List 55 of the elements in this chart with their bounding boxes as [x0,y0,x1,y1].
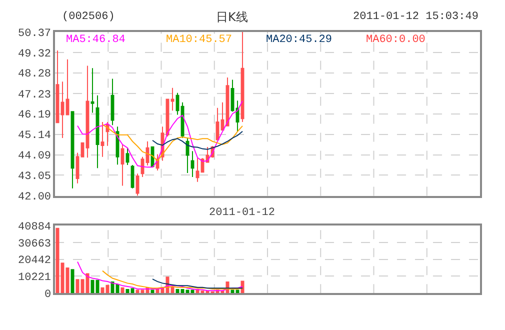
candlestick [110,78,114,126]
candlestick [96,94,100,169]
text: MA60:0.00 [366,34,426,46]
y-tick-label: 42.00 [18,192,52,204]
y-tick-label: 10221 [18,272,52,284]
y-tick-label: 0 [44,288,52,301]
candlestick [136,173,140,196]
y-tick-label: 45.14 [18,130,52,142]
bar [240,280,244,294]
candlestick [236,100,240,132]
candlestick [56,50,60,124]
line-series [77,261,243,292]
y-tick-label: 48.28 [18,68,52,81]
candlestick [76,152,80,184]
text: 2011-01-12 15:03:49 [353,11,478,23]
candlestick [90,68,94,114]
line-series [152,278,243,289]
y-tick-label: 30663 [18,238,52,250]
candlestick [100,121,104,158]
bar [70,269,74,294]
y-tick-label: 44.09 [18,150,52,163]
bar [120,287,124,294]
candlestick [190,150,194,178]
candlestick [176,92,180,116]
candlestick [86,65,90,158]
y-tick-label: 40884 [18,221,52,234]
line-series [152,130,243,150]
y-tick-label: 46.19 [18,110,52,122]
candlestick [240,32,244,122]
text: MA10:45.57 [166,34,232,46]
y-tick-label: 47.23 [18,89,52,102]
candlestick [196,158,200,182]
y-tick-label: 43.05 [18,171,52,184]
chart-title: 日K线 [216,10,248,24]
candlestick [70,111,74,189]
candlestick [60,81,64,139]
chart-title: 2011-01-12 [209,207,276,219]
candlestick [170,87,174,112]
bar [150,290,154,294]
y-tick-label: 50.37 [18,28,52,40]
candlestick [230,79,234,112]
y-tick-label: 49.32 [18,48,52,60]
candlestick [66,58,70,116]
y-tick-label: 20442 [18,255,52,268]
candlestick [186,137,190,174]
text: MA5:46.84 [66,34,126,46]
text: (002506) [62,11,115,23]
line-series [77,100,243,168]
line-series [102,124,243,162]
candlestick [120,144,124,186]
candlestick [220,102,224,131]
candlestick [216,107,220,140]
candlestick [126,147,130,166]
text: MA20:45.29 [266,34,332,46]
line-series [102,270,243,290]
